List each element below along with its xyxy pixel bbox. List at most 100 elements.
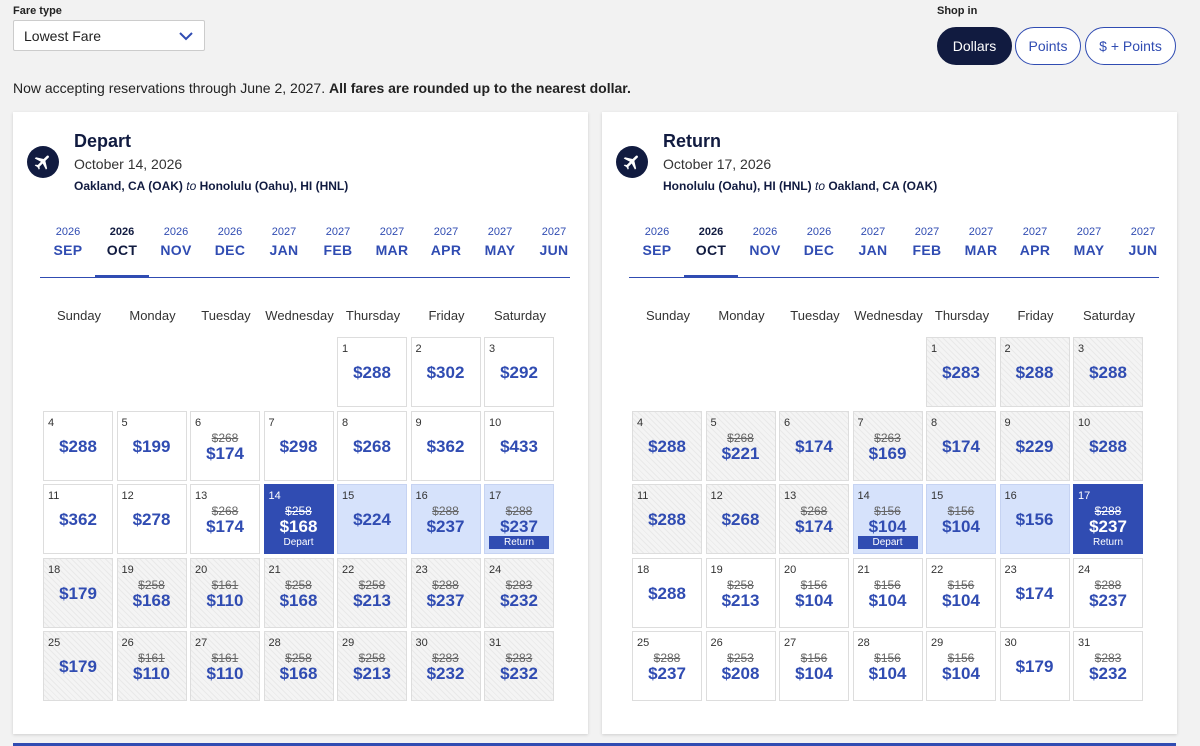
calendar-day-cell[interactable]: 21 $258 $168 [263,557,334,628]
calendar-day-cell[interactable]: 10 $433 [484,410,554,481]
calendar-day-cell[interactable]: 14 $156 $104 Depart [852,484,923,554]
calendar-day-cell[interactable]: 10 $288 [1073,410,1143,481]
calendar-day-cell[interactable]: 7 $263 $169 [852,410,923,481]
calendar-day-cell[interactable]: 9 $229 [999,410,1070,481]
calendar-day-cell[interactable]: 11 $362 [43,484,113,554]
month-tab-may-2027[interactable]: 2027 MAY [473,226,527,258]
calendar-day-cell[interactable]: 30 $179 [999,631,1070,701]
calendar-day-cell[interactable]: 23 $288 $237 [410,557,481,628]
route: Honolulu (Oahu), HI (HNL) to Oakland, CA… [663,179,937,193]
calendar-day-cell[interactable]: 23 $174 [999,557,1070,628]
calendar-day-cell[interactable]: 12 $268 [705,484,776,554]
calendar-day-cell[interactable]: 7 $298 [263,410,334,481]
calendar-day-cell[interactable]: 1 $283 [926,337,996,407]
month-tab-mar-2027[interactable]: 2027 MAR [365,226,419,258]
calendar-day-cell[interactable]: 5 $268 $221 [705,410,776,481]
calendar-day-cell[interactable]: 15 $156 $104 [926,484,996,554]
calendar-day-cell[interactable]: 8 $174 [926,410,996,481]
calendar-day-cell[interactable]: 4 $288 [43,410,113,481]
calendar-day-cell[interactable]: 6 $174 [779,410,849,481]
calendar-day-cell[interactable]: 19 $258 $213 [705,557,776,628]
panel-title: Return [663,131,721,151]
month-tab-may-2027[interactable]: 2027 MAY [1062,226,1116,258]
calendar-day-cell[interactable]: 25 $288 $237 [632,631,702,701]
calendar-day-cell[interactable]: 5 $199 [116,410,187,481]
calendar-day-cell[interactable]: 11 $288 [632,484,702,554]
month-tab-mar-2027[interactable]: 2027 MAR [954,226,1008,258]
month-tab-dec-2026[interactable]: 2026 DEC [792,226,846,258]
calendar-day-cell[interactable]: 18 $288 [632,557,702,628]
calendar-day-cell[interactable]: 16 $288 $237 [410,484,481,554]
day-number: 24 [1078,563,1091,576]
calendar-day-cell[interactable]: 13 $268 $174 [190,484,260,554]
month-tab-sep-2026[interactable]: 2026 SEP [41,226,95,258]
calendar-day-cell[interactable]: 6 $268 $174 [190,410,260,481]
calendar-day-cell[interactable]: 8 $268 [337,410,407,481]
calendar-day-cell[interactable]: 20 $156 $104 [779,557,849,628]
notice-text: Now accepting reservations through June … [13,80,326,96]
calendar-day-cell[interactable]: 29 $258 $213 [337,631,407,701]
calendar-day-cell[interactable]: 29 $156 $104 [926,631,996,701]
calendar-day-cell[interactable]: 28 $258 $168 [263,631,334,701]
month-tab-jan-2027[interactable]: 2027 JAN [846,226,900,258]
calendar-day-cell[interactable]: 17 $288 $237 Return [1073,484,1143,554]
month-tab-nov-2026[interactable]: 2026 NOV [149,226,203,258]
calendar-day-cell[interactable]: 28 $156 $104 [852,631,923,701]
fare-price: $104 [868,517,907,536]
calendar-day-cell[interactable]: 1 $288 [337,337,407,407]
fare-price: $292 [500,363,538,382]
dollars-button[interactable]: Dollars [937,27,1012,65]
calendar-day-cell[interactable]: 9 $362 [410,410,481,481]
calendar-day-cell[interactable]: 26 $253 $208 [705,631,776,701]
calendar-day-cell[interactable]: 3 $292 [484,337,554,407]
month-tab-sep-2026[interactable]: 2026 SEP [630,226,684,258]
month-tab-feb-2027[interactable]: 2027 FEB [900,226,954,258]
calendar-day-cell[interactable]: 30 $283 $232 [410,631,481,701]
calendar-day-cell[interactable]: 16 $156 [999,484,1070,554]
day-number: 23 [415,563,428,576]
fare-price: $169 [868,443,907,463]
calendar-day-cell[interactable]: 14 $258 $168 Depart [263,484,334,554]
calendar-day-cell[interactable]: 17 $288 $237 Return [484,484,554,554]
original-price: $156 [947,504,975,518]
month-tab-nov-2026[interactable]: 2026 NOV [738,226,792,258]
day-number: 22 [342,563,355,576]
calendar-day-cell[interactable]: 21 $156 $104 [852,557,923,628]
calendar-day-cell[interactable]: 2 $288 [999,337,1070,407]
calendar-day-cell[interactable]: 31 $283 $232 [484,631,554,701]
calendar-day-cell[interactable]: 20 $161 $110 [190,557,260,628]
calendar-day-cell[interactable]: 2 $302 [410,337,481,407]
calendar-day-cell[interactable]: 19 $258 $168 [116,557,187,628]
month-tab-oct-2026[interactable]: 2026 OCT [684,226,738,258]
month-tab-oct-2026[interactable]: 2026 OCT [95,226,149,258]
month-tab-jun-2027[interactable]: 2027 JUN [1116,226,1170,258]
fare-type-select[interactable]: Lowest Fare [13,20,205,51]
calendar-day-cell[interactable]: 24 $288 $237 [1073,557,1143,628]
month-tab-apr-2027[interactable]: 2027 APR [1008,226,1062,258]
calendar-day-cell[interactable]: 27 $161 $110 [190,631,260,701]
weekday-header: Thursday [345,308,401,323]
dollars-plus-points-button[interactable]: $ + Points [1085,27,1176,65]
calendar-day-cell[interactable]: 13 $268 $174 [779,484,849,554]
calendar-day-cell[interactable]: 24 $283 $232 [484,557,554,628]
calendar-day-cell[interactable]: 12 $278 [116,484,187,554]
calendar-day-cell[interactable]: 3 $288 [1073,337,1143,407]
month-tab-jan-2027[interactable]: 2027 JAN [257,226,311,258]
calendar-day-cell[interactable]: 27 $156 $104 [779,631,849,701]
calendar-day-cell[interactable]: 31 $283 $232 [1073,631,1143,701]
day-number: 18 [48,563,61,576]
calendar-day-cell[interactable]: 15 $224 [337,484,407,554]
month-tab-jun-2027[interactable]: 2027 JUN [527,226,581,258]
month-tab-apr-2027[interactable]: 2027 APR [419,226,473,258]
month-tab-feb-2027[interactable]: 2027 FEB [311,226,365,258]
calendar-day-cell[interactable]: 4 $288 [632,410,702,481]
calendar-day-cell[interactable]: 22 $258 $213 [337,557,407,628]
calendar-day-cell[interactable]: 18 $179 [43,557,113,628]
calendar-day-cell[interactable]: 25 $179 [43,631,113,701]
day-number: 9 [1004,416,1011,429]
points-button[interactable]: Points [1015,27,1081,65]
calendar-day-cell[interactable]: 26 $161 $110 [116,631,187,701]
weekday-header: Monday [718,308,765,323]
calendar-day-cell[interactable]: 22 $156 $104 [926,557,996,628]
month-tab-dec-2026[interactable]: 2026 DEC [203,226,257,258]
